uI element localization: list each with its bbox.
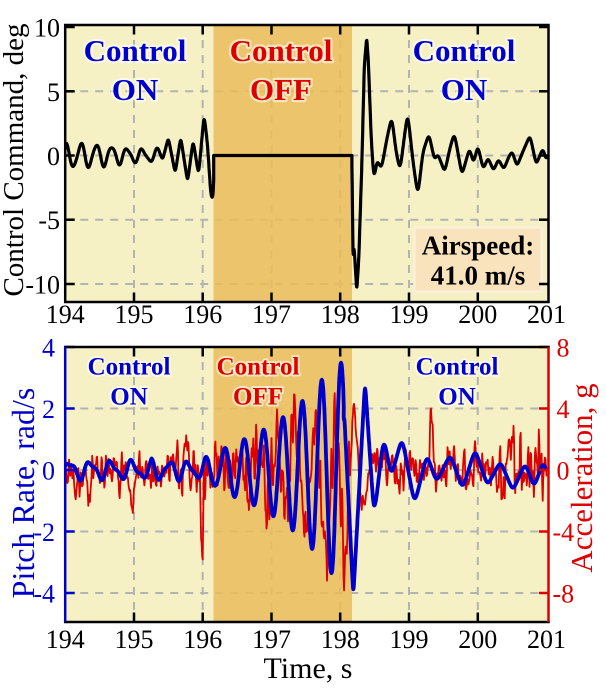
svg-text:197: 197 [252, 300, 291, 329]
svg-text:Control: Control [84, 33, 187, 68]
svg-text:198: 198 [321, 625, 360, 654]
svg-text:195: 195 [115, 300, 154, 329]
svg-text:201: 201 [527, 300, 566, 329]
svg-text:Control: Control [230, 33, 333, 68]
svg-text:199: 199 [390, 300, 429, 329]
svg-text:Control: Control [416, 354, 499, 381]
svg-text:ON: ON [438, 384, 476, 411]
svg-text:-4: -4 [553, 518, 575, 547]
svg-text:-5: -5 [38, 206, 60, 235]
svg-text:200: 200 [458, 300, 497, 329]
svg-text:-2: -2 [33, 518, 55, 547]
svg-text:198: 198 [321, 300, 360, 329]
svg-text:-4: -4 [33, 580, 55, 609]
svg-text:195: 195 [115, 625, 154, 654]
svg-text:5: 5 [47, 78, 60, 107]
svg-text:ON: ON [112, 72, 159, 107]
svg-text:41.0 m/s: 41.0 m/s [431, 261, 526, 291]
svg-text:0: 0 [47, 142, 60, 171]
svg-text:OFF: OFF [233, 384, 283, 411]
svg-text:Time, s: Time, s [264, 652, 353, 685]
svg-text:Pitch Rate, rad/s: Pitch Rate, rad/s [5, 388, 41, 599]
svg-text:ON: ON [110, 384, 148, 411]
svg-text:2: 2 [42, 395, 55, 424]
svg-text:Acceleration, g: Acceleration, g [564, 383, 599, 572]
svg-text:197: 197 [252, 625, 291, 654]
svg-text:-10: -10 [25, 271, 60, 300]
svg-text:4: 4 [42, 334, 55, 363]
svg-text:10: 10 [34, 14, 60, 43]
svg-text:Control: Control [217, 354, 300, 381]
svg-text:199: 199 [390, 625, 429, 654]
svg-text:Airspeed:: Airspeed: [422, 231, 534, 261]
svg-text:Control: Control [88, 354, 171, 381]
svg-text:196: 196 [183, 625, 222, 654]
svg-text:0: 0 [557, 457, 570, 486]
svg-text:194: 194 [46, 625, 85, 654]
svg-text:Control: Control [413, 33, 516, 68]
svg-text:8: 8 [557, 334, 570, 363]
svg-text:194: 194 [46, 300, 85, 329]
svg-text:200: 200 [458, 625, 497, 654]
svg-text:ON: ON [441, 72, 488, 107]
svg-text:4: 4 [557, 395, 570, 424]
svg-text:Control Command, deg: Control Command, deg [0, 23, 30, 296]
svg-text:201: 201 [527, 625, 566, 654]
svg-text:196: 196 [183, 300, 222, 329]
svg-text:-8: -8 [553, 580, 575, 609]
svg-text:0: 0 [42, 457, 55, 486]
svg-text:OFF: OFF [250, 72, 312, 107]
